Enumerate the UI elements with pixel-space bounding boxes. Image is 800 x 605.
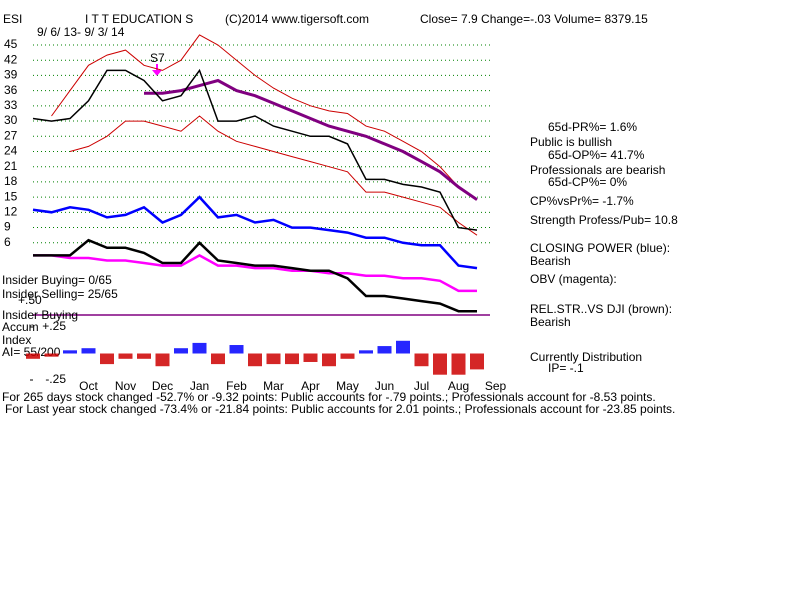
annotation: Currently Distribution [530,350,642,364]
annotation: 65d-OP%= 41.7% [548,148,645,162]
bar [303,353,318,362]
y-tick-label: 39 [4,68,18,82]
series-line [33,238,477,313]
x-tick-label: Oct [79,379,98,393]
annotation: IP= -.1 [548,361,584,375]
annotation: Insider Selling= 25/65 [2,287,118,301]
x-tick-label: Jan [190,379,209,393]
x-tick-label: Sep [485,379,507,393]
bar [174,348,188,354]
series-line [32,68,478,231]
bar [100,353,114,365]
annotation: Close= 7.9 Change=-.03 Volume= 8379.15 [420,12,648,26]
bar [377,346,392,354]
x-tick-label: Nov [115,379,136,393]
annotation: Bearish [530,315,571,329]
bar [26,353,40,359]
annotation: (C)2014 www.tigersoft.com [225,12,369,26]
y-tick-label: 15 [4,189,18,203]
chart-title: I T T EDUCATION S [85,12,193,26]
bar [137,353,151,359]
annotation: For 265 days stock changed -52.7% or -9.… [2,390,656,404]
x-tick-label: May [336,379,359,393]
annotation: For Last year stock changed -73.4% or -2… [5,402,675,416]
annotation: Insider Buying [2,308,78,322]
annotation: OBV (magenta): [530,272,617,286]
annotation: REL.STR..VS DJI (brown): [530,302,672,316]
annotation: ESI [3,12,22,26]
annotation: Bearish [530,254,571,268]
bar [322,353,336,367]
bar [340,353,355,359]
bar [229,345,244,354]
series-line [69,115,478,236]
annotation: Public is bullish [530,135,612,149]
annotation: 65d-PR%= 1.6% [548,120,637,134]
bar [414,353,429,367]
x-tick-label: Jul [414,379,429,393]
bar [192,342,207,354]
bar [266,353,281,365]
series-line [33,253,477,293]
bar [451,353,466,375]
bar [248,353,262,367]
x-tick-label: Apr [301,379,320,393]
annotation: 65d-CP%= 0% [548,175,627,189]
y-tick-label: 18 [4,174,18,188]
y-tick-label: 33 [4,98,18,112]
y-tick-label: 9 [4,220,11,234]
bar [285,353,299,365]
y-tick-label: +.25 [42,319,66,333]
bar [211,353,225,365]
y-tick-label: 30 [4,113,18,127]
bar [44,353,59,357]
y-tick-label: 27 [4,128,18,142]
x-tick-label: Dec [152,379,173,393]
series-line [144,78,478,201]
x-tick-label: Jun [375,379,394,393]
y-tick-label: 21 [4,159,18,173]
y-tick-label: 12 [4,205,18,219]
annotation: Accum [2,320,39,334]
series-line [51,34,478,201]
x-tick-label: Mar [263,379,284,393]
annotation: Professionals are bearish [530,163,665,177]
series-line [32,195,478,270]
annotation: Index [2,333,31,347]
x-tick-label: Feb [226,379,247,393]
annotation: CP%vsPr%= -1.7% [530,194,634,208]
bar [81,348,96,354]
bar [63,350,77,354]
annotation: Insider Buying= 0/65 [2,273,112,287]
y-tick-label: 6 [4,235,11,249]
annotation: S7 [150,51,165,65]
y-tick-label: 45 [4,37,18,51]
signal-arrowhead [152,70,162,76]
annotation: Strength Profess/Pub= 10.8 [530,213,678,227]
annotation: CLOSING POWER (blue): [530,241,670,255]
y-tick-label: 42 [4,52,18,66]
annotation: 9/ 6/ 13- 9/ 3/ 14 [37,25,125,39]
bar [359,350,373,354]
x-tick-label: Aug [448,379,469,393]
bar [396,340,410,354]
y-tick-label: 36 [4,83,18,97]
y-tick-label: 24 [4,144,18,158]
bar [470,353,484,370]
bar [118,353,133,359]
annotation: +.50 [18,293,42,307]
y-tick-label: -.25 [45,372,66,386]
bar [155,353,170,367]
bar [433,353,447,375]
